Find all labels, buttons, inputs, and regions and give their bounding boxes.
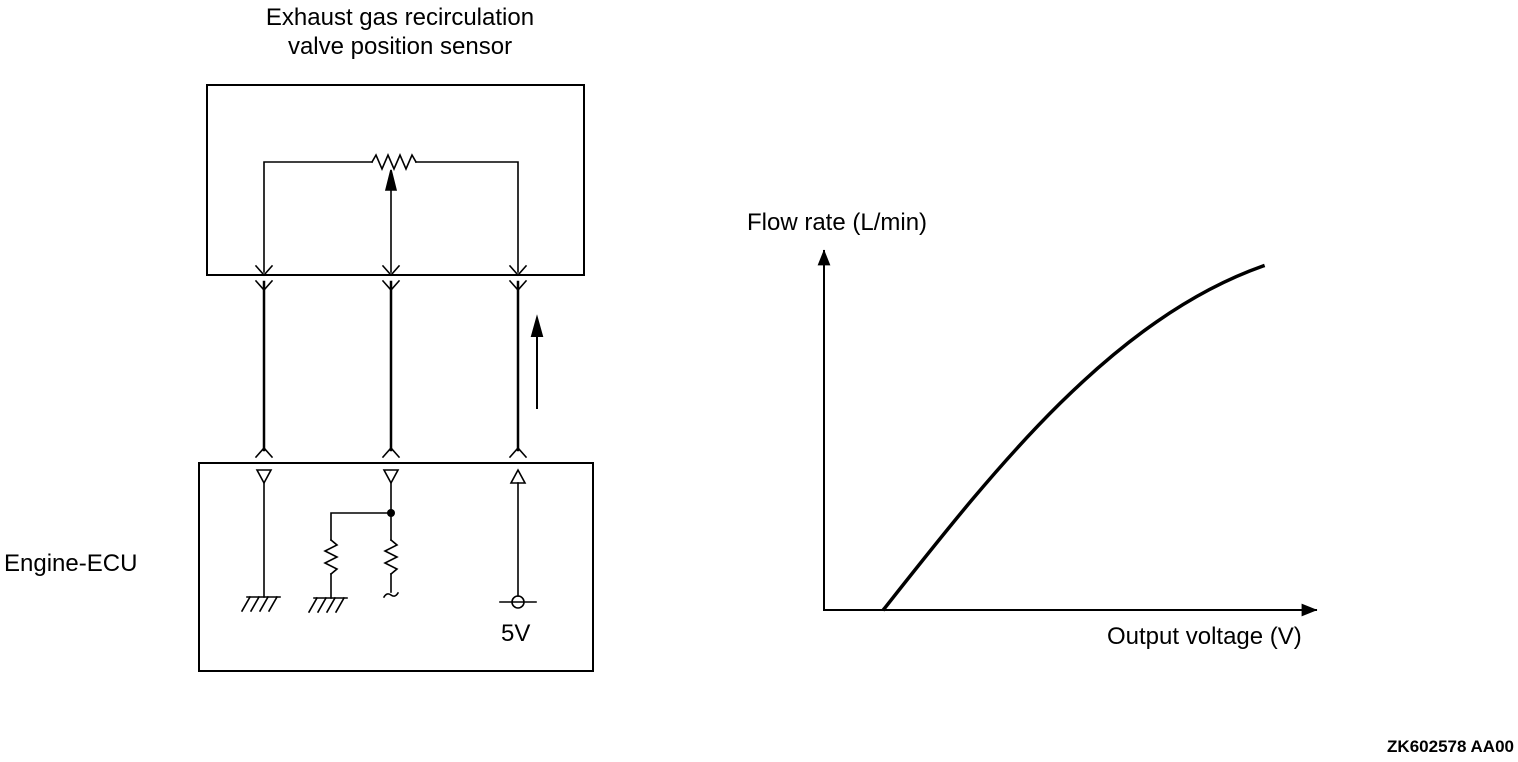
graph-axes — [817, 249, 1318, 617]
junction-dot — [387, 509, 395, 517]
sensor-title: Exhaust gas recirculation valve position… — [200, 3, 600, 61]
sensor-box — [206, 84, 585, 276]
supply-voltage-label: 5V — [501, 620, 531, 647]
potentiometer-symbol — [263, 152, 519, 273]
ecu-box — [198, 462, 594, 672]
ecu-label: Engine-ECU — [4, 550, 138, 577]
flow-rate-curve — [881, 263, 1266, 612]
x-axis-label: Output voltage (V) — [1107, 623, 1302, 650]
sensor-connector-terminals — [254, 264, 528, 292]
y-axis-label: Flow rate (L/min) — [747, 209, 928, 236]
figure-code: ZK602578 AA00 — [1387, 737, 1514, 756]
sensor-title-line1: Exhaust gas recirculation — [265, 4, 535, 31]
sensor-title-line2: valve position sensor — [287, 33, 513, 60]
harness-wires — [262, 280, 520, 452]
ecu-connector-terminals — [254, 446, 528, 459]
ecu-internal-circuit — [240, 468, 537, 614]
